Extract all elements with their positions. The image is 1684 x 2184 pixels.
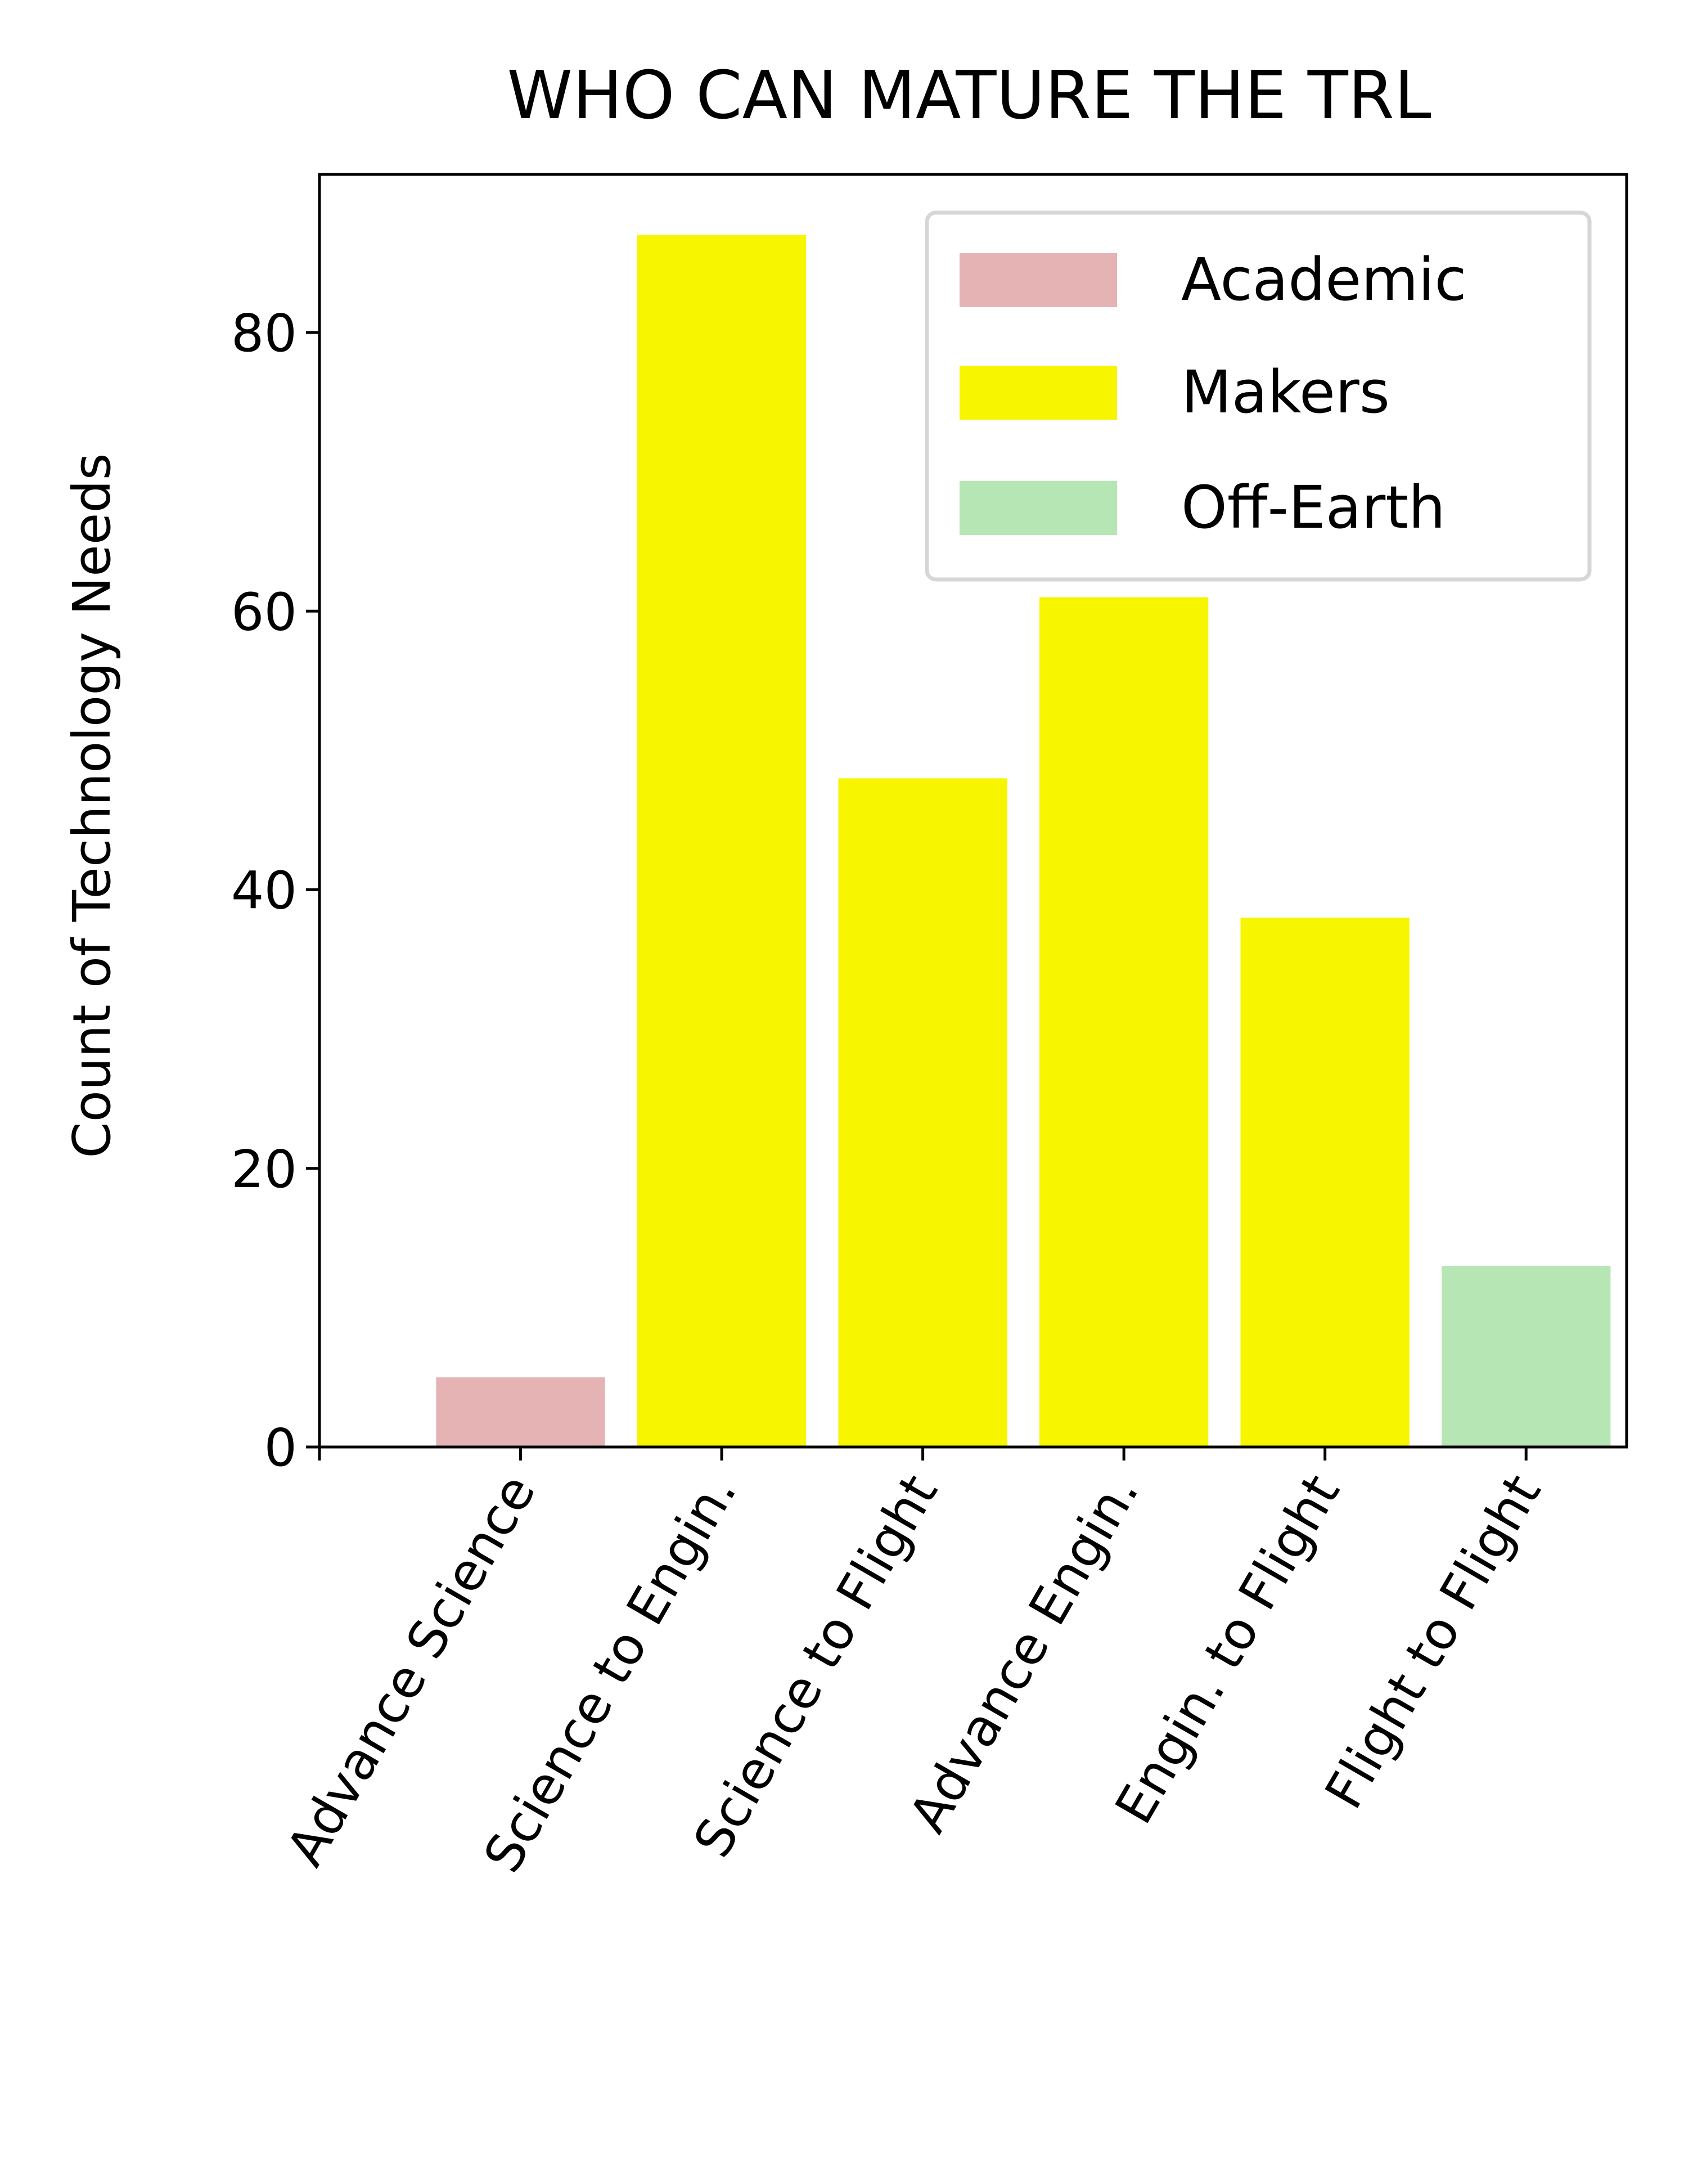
legend-label: Off-Earth (1181, 473, 1446, 542)
bars-layer (436, 235, 1611, 1447)
bar (637, 235, 807, 1447)
chart-title: WHO CAN MATURE THE TRL (507, 56, 1431, 134)
bar (1442, 1266, 1611, 1447)
x-tick-label: Advance Engin. (898, 1465, 1150, 1843)
bar (1240, 918, 1410, 1447)
legend-swatch (960, 253, 1117, 307)
legend-label: Makers (1181, 358, 1390, 426)
legend: Academic Makers Off-Earth (925, 210, 1592, 582)
bar (1039, 597, 1209, 1447)
bar (436, 1377, 605, 1447)
bar (838, 778, 1007, 1447)
x-tick-label: Flight to Flight (1313, 1465, 1552, 1819)
y-tick-label: 40 (231, 861, 297, 921)
y-tick-label: 80 (231, 303, 297, 363)
y-axis-label: Count of Technology Needs (62, 453, 122, 1158)
legend-swatch (960, 366, 1117, 420)
y-tick-label: 20 (231, 1139, 297, 1199)
x-tick-label: Engin. to Flight (1104, 1465, 1351, 1834)
legend-label: Academic (1181, 245, 1467, 314)
y-tick-label: 0 (264, 1418, 297, 1478)
plot-frame (318, 173, 1628, 1449)
legend-swatch (960, 481, 1117, 535)
y-tick-label: 60 (231, 582, 297, 642)
